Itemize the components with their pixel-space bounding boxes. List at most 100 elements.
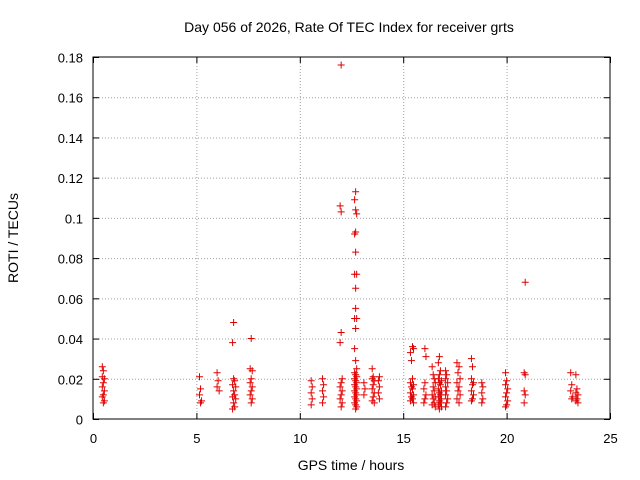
- data-point: [229, 339, 237, 347]
- data-point: [430, 387, 438, 395]
- data-point: [247, 387, 255, 395]
- data-point: [470, 391, 478, 399]
- data-point: [444, 379, 452, 387]
- data-point: [360, 379, 368, 387]
- data-point: [521, 371, 529, 379]
- data-point: [455, 399, 463, 407]
- data-point: [567, 387, 575, 395]
- y-tick-label: 0: [76, 413, 83, 428]
- data-point: [196, 391, 204, 399]
- data-point: [100, 387, 108, 395]
- data-point: [456, 391, 464, 399]
- x-tick-label: 15: [396, 431, 410, 446]
- y-tick-label: 0.1: [65, 211, 83, 226]
- data-point: [453, 395, 461, 403]
- plot-frame: [92, 56, 611, 420]
- data-point: [213, 369, 221, 377]
- data-point: [248, 395, 256, 403]
- data-point: [319, 399, 327, 407]
- y-axis-ticks: 0 0.02 0.04 0.06 0.08 0.1 0.12 0.14 0.16 0.18: [58, 51, 610, 428]
- x-axis-label: GPS time / hours: [298, 457, 405, 473]
- data-point: [99, 379, 107, 387]
- data-point: [502, 369, 510, 377]
- data-point: [479, 395, 487, 403]
- data-point: [247, 375, 255, 383]
- data-point: [214, 377, 222, 385]
- data-point: [421, 395, 429, 403]
- data-point: [370, 399, 378, 407]
- grid-lines: [93, 57, 610, 419]
- data-point: [521, 391, 529, 399]
- data-point: [353, 314, 361, 322]
- data-point: [436, 381, 444, 389]
- data-point: [338, 399, 346, 407]
- data-point: [231, 377, 239, 385]
- data-point: [338, 387, 346, 395]
- data-point: [98, 383, 106, 391]
- data-point: [503, 389, 511, 397]
- data-point: [352, 188, 360, 196]
- data-point: [352, 325, 360, 332]
- data-point: [336, 202, 344, 210]
- data-point: [353, 270, 361, 278]
- data-point: [453, 359, 461, 367]
- data-point: [574, 391, 582, 399]
- data-point: [368, 365, 376, 373]
- y-tick-label: 0.04: [58, 332, 83, 347]
- data-point: [336, 395, 344, 403]
- data-point: [453, 379, 461, 387]
- data-point: [98, 393, 106, 401]
- y-tick-label: 0.16: [58, 91, 83, 106]
- x-axis-ticks: 0 5 10 15 20 25: [90, 57, 618, 446]
- data-point: [352, 284, 360, 292]
- data-point: [248, 367, 256, 375]
- y-axis-label: ROTI / TECUs: [5, 193, 21, 283]
- data-point: [435, 405, 443, 413]
- data-point: [442, 367, 450, 375]
- data-point: [374, 377, 382, 385]
- data-point: [352, 248, 360, 256]
- data-point: [99, 399, 107, 407]
- data-point: [247, 399, 255, 407]
- data-point: [435, 353, 443, 361]
- data-point: [336, 339, 344, 347]
- data-point: [574, 399, 582, 407]
- data-point: [320, 393, 328, 401]
- data-point: [468, 381, 476, 389]
- data-point: [307, 377, 315, 385]
- x-tick-label: 20: [500, 431, 514, 446]
- data-point: [478, 379, 486, 387]
- data-point: [337, 61, 345, 69]
- data-point: [428, 363, 436, 371]
- data-point: [409, 385, 417, 393]
- data-point: [442, 403, 450, 411]
- data-point: [246, 391, 254, 399]
- data-point: [337, 403, 345, 411]
- data-point: [307, 401, 315, 409]
- data-point: [420, 399, 428, 407]
- data-point: [455, 383, 463, 391]
- x-tick-label: 25: [603, 431, 617, 446]
- chart-title: Day 056 of 2026, Rate Of TEC Index for r…: [184, 19, 514, 35]
- y-tick-label: 0.06: [58, 292, 83, 307]
- data-point: [443, 371, 451, 379]
- data-point: [502, 381, 510, 389]
- data-point: [422, 391, 430, 399]
- data-point: [504, 397, 512, 405]
- data-point: [232, 383, 240, 391]
- data-point: [369, 381, 377, 389]
- data-point: [429, 395, 437, 403]
- data-point: [444, 395, 452, 403]
- data-point: [351, 345, 359, 353]
- y-tick-label: 0.18: [58, 51, 83, 66]
- data-point: [454, 369, 462, 377]
- data-point: [351, 196, 359, 204]
- data-point: [467, 387, 475, 395]
- data-point: [337, 379, 345, 387]
- data-point: [99, 367, 107, 375]
- data-point: [429, 371, 437, 379]
- y-tick-label: 0.02: [58, 372, 83, 387]
- data-point: [338, 375, 346, 383]
- data-point: [442, 391, 450, 399]
